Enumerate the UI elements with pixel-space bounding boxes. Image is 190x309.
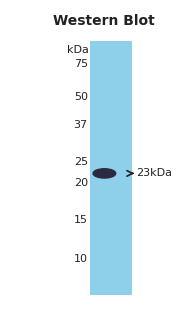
Text: 23kDa: 23kDa bbox=[136, 168, 172, 178]
Text: 37: 37 bbox=[74, 120, 88, 130]
Ellipse shape bbox=[93, 169, 116, 178]
Text: kDa: kDa bbox=[66, 45, 88, 55]
Bar bbox=[90, 41, 132, 295]
Text: 25: 25 bbox=[74, 157, 88, 167]
Text: 15: 15 bbox=[74, 215, 88, 226]
Text: 50: 50 bbox=[74, 92, 88, 102]
Text: 20: 20 bbox=[74, 178, 88, 188]
Text: 75: 75 bbox=[74, 59, 88, 69]
Text: Western Blot: Western Blot bbox=[53, 14, 155, 28]
Text: 10: 10 bbox=[74, 254, 88, 264]
